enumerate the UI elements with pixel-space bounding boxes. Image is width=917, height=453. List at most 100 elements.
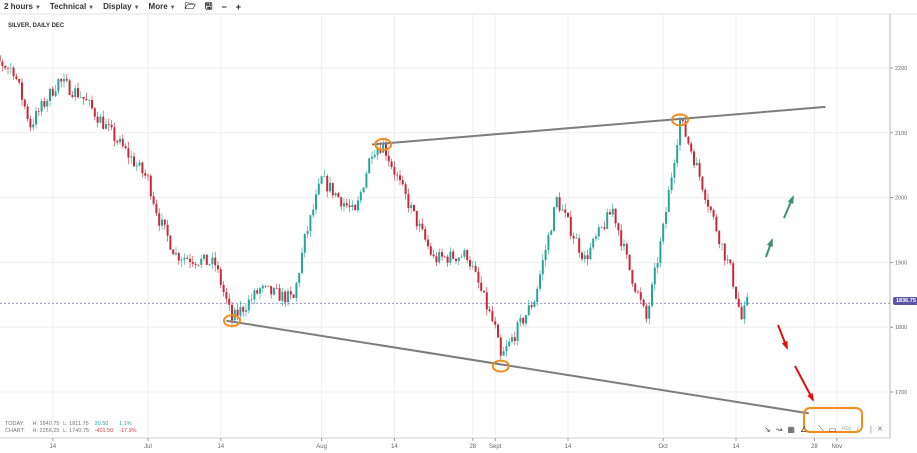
- candle-body: [163, 219, 166, 225]
- candle-body: [138, 162, 141, 166]
- rectangle-tool-icon[interactable]: ▭: [828, 424, 837, 434]
- candle-body: [183, 257, 186, 260]
- candle-body: [723, 243, 726, 261]
- zoom-in-icon[interactable]: +: [235, 1, 241, 12]
- candle-body: [463, 250, 466, 257]
- highlight-box: [803, 407, 863, 433]
- candle-body: [71, 95, 74, 97]
- grid-tool-icon[interactable]: ▦: [787, 424, 795, 434]
- candle-body: [309, 215, 312, 232]
- candle-body: [460, 256, 463, 258]
- candle-body: [68, 80, 71, 96]
- candle-body: [477, 271, 480, 283]
- candle-body: [681, 119, 684, 122]
- candle-body: [113, 127, 116, 141]
- candle-body: [390, 161, 393, 168]
- angle-tool-icon[interactable]: ∠: [799, 424, 808, 434]
- candle-body: [152, 196, 155, 204]
- candle-body: [513, 337, 516, 341]
- folder-open-icon[interactable]: 🗁: [184, 0, 196, 11]
- candle-body: [516, 322, 519, 341]
- technical-dropdown[interactable]: Technical ▼: [50, 2, 94, 11]
- drawing-toolbar: ↘ ↝ ▦ ∠ ⟍ ▭ Abc / | ✕: [764, 424, 883, 434]
- candle-body: [149, 175, 152, 197]
- candle-body: [567, 212, 569, 217]
- trendline: [371, 105, 826, 146]
- chart-low: L: 1740.75: [63, 428, 90, 434]
- highlight-circle: [374, 137, 393, 151]
- x-tick-label: 14: [565, 444, 572, 450]
- candle-body: [102, 116, 105, 129]
- candle-body: [667, 190, 670, 212]
- candle-body: [519, 317, 522, 323]
- highlight-circle: [223, 314, 241, 328]
- candle-body: [93, 108, 96, 117]
- curve-tool-icon[interactable]: ↝: [775, 424, 783, 434]
- red-arrow-down-head: [807, 393, 814, 402]
- candle-body: [9, 67, 12, 69]
- x-tick-label: 14: [49, 444, 56, 450]
- candle-body: [217, 265, 219, 270]
- candle-body: [331, 182, 334, 196]
- candle-body: [533, 301, 536, 308]
- candle-body: [284, 291, 287, 303]
- candle-body: [287, 291, 289, 303]
- candle-body: [396, 174, 399, 176]
- candle-body: [701, 176, 704, 190]
- timeframe-dropdown[interactable]: 2 hours ▼: [4, 2, 41, 11]
- candle-body: [203, 254, 205, 259]
- candle-body: [315, 194, 317, 210]
- candle-body: [628, 254, 631, 271]
- candle-body: [197, 264, 200, 266]
- candle-body: [530, 305, 533, 308]
- candle-body: [382, 142, 385, 153]
- candle-body: [18, 78, 21, 83]
- candle-body: [401, 180, 404, 185]
- arrow-tool-icon[interactable]: ↘: [764, 424, 771, 434]
- today-change: 20.50: [94, 421, 109, 427]
- chart-high: H: 2256.25: [32, 428, 60, 434]
- candle-body: [49, 88, 51, 102]
- more-label: More: [148, 2, 168, 11]
- candle-body: [581, 252, 583, 260]
- line-tool-icon[interactable]: ⟍: [818, 424, 824, 433]
- candle-body: [337, 193, 340, 198]
- candle-body: [497, 324, 499, 338]
- candle-body: [329, 182, 331, 192]
- more-dropdown[interactable]: More ▼: [149, 2, 176, 11]
- candle-body: [228, 298, 231, 305]
- candle-body: [609, 212, 611, 215]
- candle-body: [659, 241, 662, 264]
- candle-body: [12, 67, 15, 77]
- candle-body: [455, 258, 457, 262]
- candle-body: [611, 208, 614, 215]
- highlight-circle: [671, 113, 689, 127]
- candle-body: [592, 238, 595, 248]
- zoom-out-icon[interactable]: −: [221, 1, 227, 12]
- candle-body: [273, 287, 275, 295]
- candle-body: [673, 162, 676, 178]
- candle-body: [32, 124, 35, 128]
- pen-tool-icon[interactable]: /: [856, 424, 859, 434]
- candle-body: [40, 101, 43, 112]
- x-tick-label: 14: [733, 444, 740, 450]
- candle-body: [239, 307, 242, 316]
- chevron-down-icon: ▼: [133, 5, 140, 11]
- close-icon[interactable]: ✕: [876, 426, 883, 433]
- candle-body: [323, 175, 326, 177]
- y-tick-label: 1800: [895, 325, 907, 331]
- candle-body: [642, 299, 645, 306]
- candle-body: [625, 243, 628, 255]
- stats-today: TODAY: H: 1840.75 L: 1811.75 20.50 1.1%: [5, 421, 137, 428]
- candle-body: [441, 252, 443, 257]
- candle-body: [651, 284, 653, 306]
- candle-body: [572, 235, 575, 239]
- display-dropdown[interactable]: Display ▼: [103, 2, 139, 11]
- save-icon[interactable]: 🖫: [204, 0, 213, 11]
- x-tick-label: Aug: [316, 444, 327, 450]
- chevron-down-icon: ▼: [169, 5, 176, 11]
- candle-body: [553, 207, 555, 231]
- text-tool-icon[interactable]: Abc: [841, 426, 852, 432]
- candle-body: [712, 210, 715, 217]
